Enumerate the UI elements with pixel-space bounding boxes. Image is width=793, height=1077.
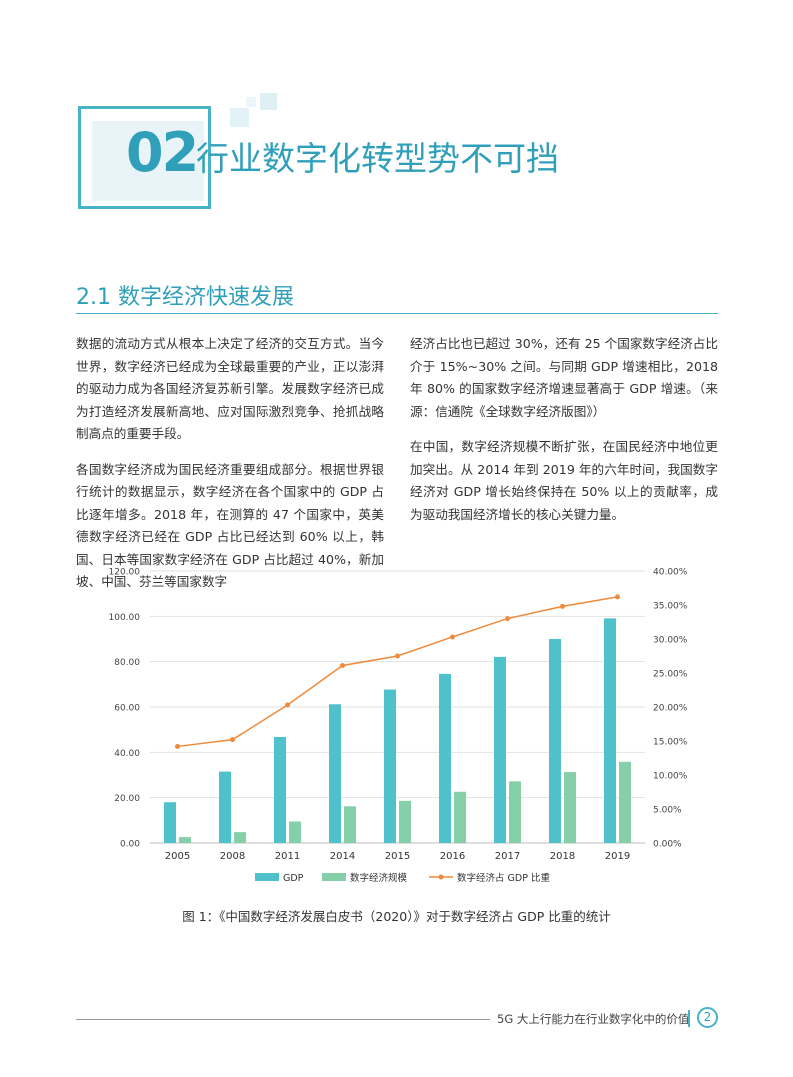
legend-swatch-marker	[438, 874, 444, 880]
section-title: 行业数字化转型势不可挡	[196, 139, 559, 178]
share-point	[230, 737, 235, 743]
x-tick-label: 2005	[165, 851, 190, 862]
y-right-tick-label: 40.00%	[653, 568, 688, 578]
footer-title: 5G 大上行能力在行业数字化中的价值	[497, 1012, 690, 1026]
decor-square-large	[230, 108, 249, 127]
share-point	[285, 702, 290, 708]
share-point	[560, 603, 565, 609]
subsection-rule	[76, 313, 718, 314]
body-column-left: 数据的流动方式从根本上决定了经济的交互方式。当今世界，数字经济已经成为全球最重要…	[76, 333, 384, 607]
y-left-tick-label: 40.00	[114, 749, 140, 759]
y-left-tick-label: 0.00	[120, 840, 140, 850]
legend-swatch	[322, 873, 346, 881]
section-number-backdrop	[92, 121, 204, 201]
decor-square-tiny	[246, 97, 256, 107]
share-point	[175, 743, 180, 749]
digital-economy-bar	[179, 837, 191, 843]
y-right-tick-label: 30.00%	[653, 636, 688, 646]
legend-swatch	[255, 873, 279, 881]
paragraph: 各国数字经济成为国民经济重要组成部分。根据世界银行统计的数据显示，数字经济在各个…	[76, 461, 384, 590]
y-right-tick-label: 10.00%	[653, 772, 688, 782]
digital-economy-bar	[344, 806, 356, 843]
body-column-right: 经济占比也已超过 30%，还有 25 个国家数字经济占比介于 15%~30% 之…	[410, 333, 718, 539]
y-right-tick-label: 0.00%	[653, 840, 682, 850]
x-tick-label: 2019	[605, 851, 630, 862]
y-left-tick-label: 60.00	[114, 704, 140, 714]
share-point	[340, 663, 345, 669]
section-number: 02	[126, 121, 199, 184]
y-right-tick-label: 35.00%	[653, 602, 688, 612]
y-left-tick-label: 80.00	[114, 658, 140, 668]
gdp-bar	[494, 656, 506, 843]
share-point	[615, 594, 620, 600]
section-number-frame	[78, 106, 211, 209]
gdp-bar	[604, 618, 616, 843]
decor-square-small	[260, 93, 277, 110]
footer-rule	[76, 1019, 490, 1020]
digital-economy-bar	[289, 821, 301, 843]
figure-caption: 图 1：《中国数字经济发展白皮书（2020）》对于数字经济占 GDP 比重的统计	[182, 909, 611, 924]
share-point	[450, 634, 455, 640]
legend-label: GDP	[283, 873, 304, 884]
digital-economy-bar	[619, 761, 631, 843]
subsection-title: 2.1 数字经济快速发展	[76, 285, 294, 310]
legend-label: 数字经济规模	[350, 872, 408, 884]
x-tick-label: 2008	[220, 851, 245, 862]
gdp-bar	[274, 736, 286, 843]
digital-economy-bar	[564, 772, 576, 843]
paragraph: 经济占比也已超过 30%，还有 25 个国家数字经济占比介于 15%~30% 之…	[410, 336, 718, 419]
share-point	[505, 616, 510, 622]
paragraph: 在中国，数字经济规模不断扩张，在国民经济中地位更加突出。从 2014 年到 20…	[410, 439, 718, 522]
y-right-tick-label: 25.00%	[653, 670, 688, 680]
digital-economy-bar	[454, 791, 466, 843]
x-tick-label: 2011	[275, 851, 300, 862]
y-right-tick-label: 15.00%	[653, 738, 688, 748]
digital-economy-bar	[509, 781, 521, 843]
gdp-bar	[164, 802, 176, 843]
x-tick-label: 2017	[495, 851, 520, 862]
x-tick-label: 2016	[440, 851, 465, 862]
gdp-bar	[439, 673, 451, 843]
digital-economy-bar	[399, 800, 411, 843]
page-number: 2	[697, 1007, 718, 1028]
paragraph: 数据的流动方式从根本上决定了经济的交互方式。当今世界，数字经济已经成为全球最重要…	[76, 336, 384, 441]
gdp-bar	[549, 639, 561, 843]
y-left-tick-label: 120.00	[109, 568, 141, 578]
gdp-bar	[219, 771, 231, 843]
gdp-bar	[384, 689, 396, 843]
y-right-tick-label: 5.00%	[653, 806, 682, 816]
gdp-digital-economy-chart: 0.00 20.00 40.00 60.00 80.00 100.00 120.00 0.00…	[80, 560, 730, 895]
x-tick-label: 2018	[550, 851, 575, 862]
digital-economy-bar	[234, 832, 246, 843]
footer-divider	[688, 1010, 690, 1027]
x-tick-label: 2015	[385, 851, 410, 862]
x-tick-label: 2014	[330, 851, 355, 862]
y-left-tick-label: 100.00	[109, 613, 141, 623]
gdp-bar	[329, 704, 341, 843]
chart-canvas: 0.00 20.00 40.00 60.00 80.00 100.00 120.00 0.00…	[109, 568, 688, 885]
share-point	[395, 653, 400, 659]
y-left-tick-label: 20.00	[114, 794, 140, 804]
y-right-tick-label: 20.00%	[653, 704, 688, 714]
legend-label: 数字经济占 GDP 比重	[457, 872, 550, 884]
